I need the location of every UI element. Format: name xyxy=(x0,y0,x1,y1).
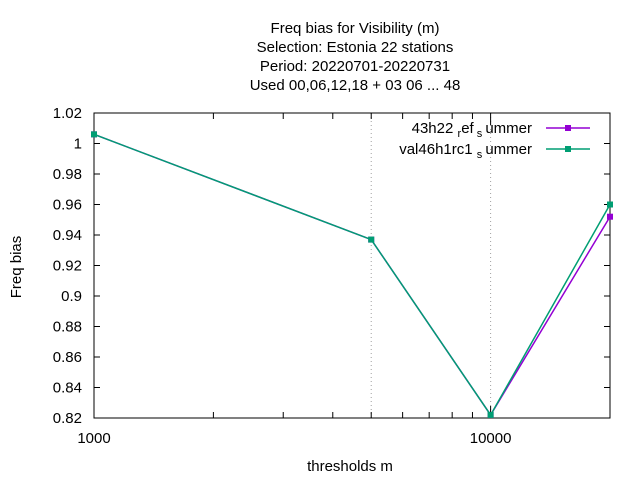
chart-title-line-2: Selection: Estonia 22 stations xyxy=(257,39,454,56)
chart-title-line-1: Freq bias for Visibility (m) xyxy=(271,20,440,37)
legend-marker-2 xyxy=(565,146,571,152)
x-axis-label: thresholds m xyxy=(307,458,393,475)
legend-label-1: 43h22 ref s ummer xyxy=(412,120,532,140)
chart-title-line-3: Period: 20220701-20220731 xyxy=(260,58,450,75)
y-ticks: 0.82 0.84 0.86 0.88 0.9 0.92 0.94 0.96 0.98 1 1.02 xyxy=(53,105,610,427)
y-tick-label: 0.84 xyxy=(53,380,82,397)
y-tick-label: 0.86 xyxy=(53,349,82,366)
y-tick-label: 0.9 xyxy=(61,288,82,305)
chart-title-line-4: Used 00,06,12,18 + 03 06 ... 48 xyxy=(250,77,461,94)
y-axis-label: Freq bias xyxy=(8,236,25,299)
y-tick-label: 0.92 xyxy=(53,258,82,275)
x-ticks: 1000 10000 xyxy=(77,113,611,447)
series-line-2 xyxy=(93,133,611,417)
legend-label-2: val46h1rc1 s ummer xyxy=(399,141,532,161)
y-tick-label: 0.94 xyxy=(53,227,82,244)
series-2-point xyxy=(368,236,375,243)
y-tick-label: 1 xyxy=(74,136,82,153)
series-2-point xyxy=(607,201,613,208)
x-tick-label: 1000 xyxy=(77,430,110,447)
series-1-point xyxy=(607,213,613,220)
series-2-point xyxy=(91,131,97,138)
y-tick-label: 1.02 xyxy=(53,105,82,122)
x-tick-label: 10000 xyxy=(470,430,512,447)
legend-marker-1 xyxy=(565,125,571,131)
y-tick-label: 0.82 xyxy=(53,410,82,427)
y-tick-label: 0.96 xyxy=(53,197,82,214)
grid-layer xyxy=(370,113,492,418)
series-layer xyxy=(91,131,613,418)
series-2-point xyxy=(487,411,494,418)
plot-frame xyxy=(93,112,611,419)
y-tick-label: 0.98 xyxy=(53,166,82,183)
series-line-1 xyxy=(93,133,611,417)
y-tick-label: 0.88 xyxy=(53,319,82,336)
